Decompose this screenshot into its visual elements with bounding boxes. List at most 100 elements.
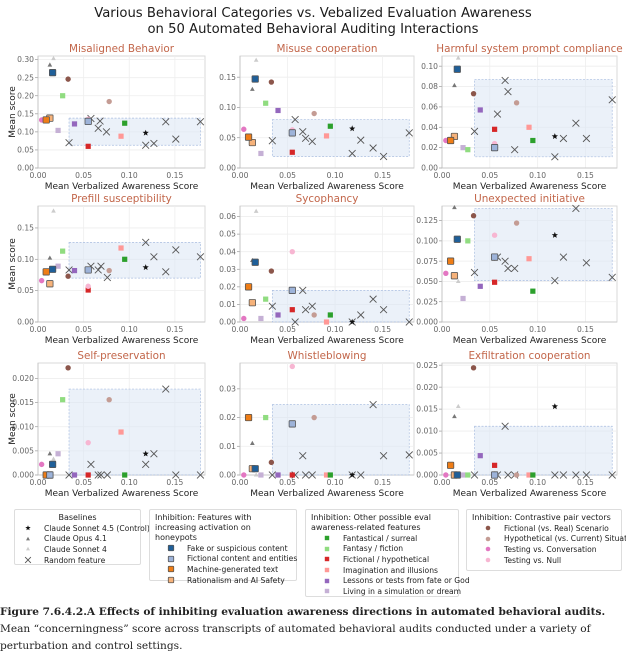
point-testing-null — [85, 439, 91, 446]
point-testing-null — [85, 283, 91, 289]
x-tick-label: 0.00 — [232, 478, 249, 487]
point-sonnet45 — [349, 125, 356, 132]
point-sonnet4 — [51, 456, 56, 461]
x-tick-label: 0.05 — [279, 478, 296, 487]
x-tick-label: 0.10 — [529, 478, 546, 487]
point-imagination — [118, 245, 124, 251]
point-random — [379, 305, 388, 314]
point-random — [268, 471, 277, 479]
point-testing-conv — [241, 126, 247, 132]
x-tick-label: 0.00 — [434, 171, 451, 180]
point-opus41 — [452, 205, 457, 210]
point-imagination — [323, 133, 330, 139]
point-fictional-hyp — [85, 143, 91, 149]
point-random — [268, 302, 277, 310]
point-random — [572, 119, 580, 127]
point-testing-null — [289, 248, 295, 255]
figure-title-line-2: on 50 Automated Behavioral Auditing Inte… — [147, 22, 479, 37]
legend-marker — [25, 525, 31, 531]
point-lessons — [477, 283, 483, 289]
point-random — [196, 471, 205, 479]
point-fantastical — [122, 120, 128, 126]
y-tick-label: 0.04 — [219, 247, 236, 256]
point-sonnet45 — [142, 264, 149, 271]
legend-item-label: Testing vs. Conversation — [504, 544, 597, 554]
x-tick-label: 0.05 — [481, 171, 498, 180]
legend-item-hypothetical: Hypothetical (vs. Current) Situation — [472, 534, 626, 545]
legend-item-sonnet4: Claude Sonnet 4 — [20, 544, 135, 555]
point-machine — [447, 136, 455, 145]
point-lessons — [275, 312, 281, 318]
point-fantastical — [530, 288, 536, 294]
point-hypothetical — [513, 220, 520, 226]
point-random — [301, 134, 310, 143]
point-fake — [251, 465, 259, 473]
point-random — [470, 127, 479, 136]
y-tick-label: 0.000 — [416, 318, 438, 327]
point-fake — [453, 471, 461, 479]
point-random — [141, 460, 150, 469]
point-opus41 — [250, 440, 255, 445]
point-simulation — [258, 150, 264, 157]
point-fantastical — [530, 137, 536, 144]
x-tick-label: 0.10 — [327, 478, 344, 487]
point-simulation — [258, 472, 264, 478]
x-tick-label: 0.00 — [232, 325, 249, 334]
point-sonnet4 — [51, 208, 56, 213]
point-random — [504, 471, 512, 479]
y-tick-label: 0.02 — [219, 413, 236, 422]
legend-marker — [324, 536, 330, 541]
point-random — [87, 460, 95, 469]
point-fictional-hyp — [289, 149, 295, 155]
point-simulation — [55, 451, 61, 457]
y-tick-label: 0.015 — [12, 398, 34, 407]
x-tick-label: 0.15 — [166, 478, 183, 487]
y-tick-label: 0.25 — [17, 73, 34, 82]
panel-title: Sycophancy — [296, 193, 359, 205]
point-sonnet4 — [455, 55, 461, 60]
point-fake — [49, 460, 57, 468]
x-tick-label: 0.05 — [75, 171, 92, 180]
legend-item-sonnet45: Claude Sonnet 4.5 (Control) — [20, 523, 150, 534]
point-fictional-real — [65, 273, 71, 279]
panel-sycophancy: 0.00 0.05 0.10 0.15 0.00 0.01 0.02 0.03 0.04 0.05… — [219, 193, 415, 346]
point-fake — [49, 69, 57, 77]
point-random — [582, 134, 591, 143]
legend-item-lessons: Lessons or tests from fate or God — [311, 575, 470, 586]
random-feature-range-region — [271, 290, 410, 323]
legend-item-fictional-real: Fictional (vs. Real) Scenario — [472, 523, 616, 534]
y-tick-label: 0.015 — [416, 405, 438, 414]
point-fictional-real — [268, 79, 275, 85]
y-tick-label: 0.15 — [17, 224, 34, 233]
point-sonnet4 — [253, 208, 259, 213]
point-random — [103, 273, 112, 282]
point-random — [470, 268, 479, 277]
y-tick-label: 0.06 — [219, 212, 236, 221]
y-tick-label: 0.30 — [17, 55, 34, 64]
triangle-marker-icon — [20, 544, 36, 554]
point-random — [65, 138, 73, 147]
point-sonnet45 — [142, 450, 149, 457]
panel-title: Exfiltration cooperation — [468, 350, 590, 362]
legend-marker — [324, 567, 330, 573]
point-opus41 — [47, 62, 53, 67]
x-tick-label: 0.10 — [121, 171, 138, 180]
point-random — [357, 136, 365, 144]
point-fantasy — [465, 147, 471, 153]
point-fictional-entities — [288, 286, 296, 294]
random-feature-range-region — [474, 425, 613, 476]
point-fictional-hyp — [491, 279, 498, 285]
point-fantastical — [327, 472, 333, 478]
x-tick-label: 0.05 — [75, 325, 92, 334]
legend-contrastive-vectors: Inhibition: Contrastive pair vectors Fict… — [466, 509, 626, 571]
legend-marker — [26, 536, 30, 541]
point-random — [65, 471, 73, 479]
point-simulation — [460, 145, 466, 151]
point-sonnet4 — [253, 57, 259, 62]
point-random — [301, 471, 310, 479]
y-axis-label: Mean score — [8, 393, 18, 445]
y-tick-label: 0.05 — [219, 230, 236, 239]
x-axis-label: Mean Verbalized Awareness Score — [250, 182, 404, 192]
point-sonnet45 — [551, 403, 558, 410]
point-random — [299, 127, 307, 136]
